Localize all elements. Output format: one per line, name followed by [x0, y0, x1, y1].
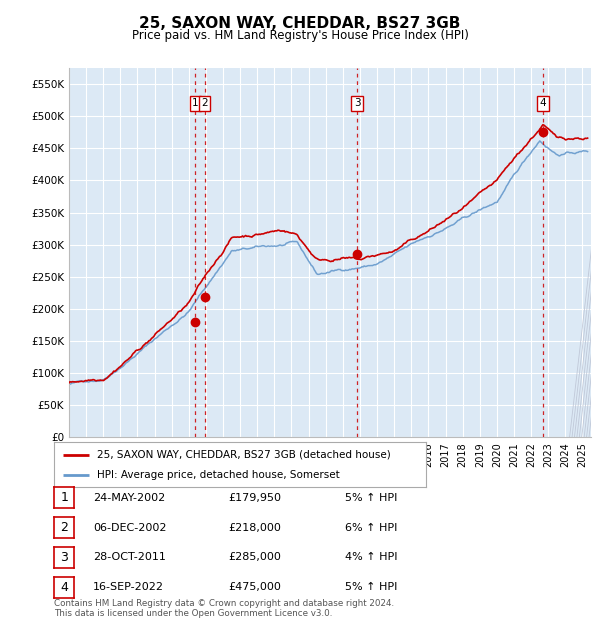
Text: 1: 1 [60, 492, 68, 504]
Text: £218,000: £218,000 [228, 523, 281, 533]
Text: 4: 4 [540, 98, 547, 108]
Text: HPI: Average price, detached house, Somerset: HPI: Average price, detached house, Some… [97, 470, 340, 480]
Text: 5% ↑ HPI: 5% ↑ HPI [345, 582, 397, 592]
Text: 5% ↑ HPI: 5% ↑ HPI [345, 493, 397, 503]
Text: 06-DEC-2002: 06-DEC-2002 [93, 523, 167, 533]
Text: Price paid vs. HM Land Registry's House Price Index (HPI): Price paid vs. HM Land Registry's House … [131, 29, 469, 42]
Text: 2: 2 [60, 521, 68, 534]
Text: Contains HM Land Registry data © Crown copyright and database right 2024.
This d: Contains HM Land Registry data © Crown c… [54, 599, 394, 618]
Text: 3: 3 [60, 551, 68, 564]
Text: 25, SAXON WAY, CHEDDAR, BS27 3GB (detached house): 25, SAXON WAY, CHEDDAR, BS27 3GB (detach… [97, 450, 391, 459]
Text: £179,950: £179,950 [228, 493, 281, 503]
Text: 1: 1 [192, 98, 199, 108]
Text: 24-MAY-2002: 24-MAY-2002 [93, 493, 165, 503]
Text: 2: 2 [201, 98, 208, 108]
Text: 16-SEP-2022: 16-SEP-2022 [93, 582, 164, 592]
Text: 4: 4 [60, 581, 68, 593]
Text: £285,000: £285,000 [228, 552, 281, 562]
Text: 25, SAXON WAY, CHEDDAR, BS27 3GB: 25, SAXON WAY, CHEDDAR, BS27 3GB [139, 16, 461, 30]
Text: 28-OCT-2011: 28-OCT-2011 [93, 552, 166, 562]
Text: £475,000: £475,000 [228, 582, 281, 592]
Text: 4% ↑ HPI: 4% ↑ HPI [345, 552, 398, 562]
Text: 3: 3 [354, 98, 361, 108]
Text: 6% ↑ HPI: 6% ↑ HPI [345, 523, 397, 533]
